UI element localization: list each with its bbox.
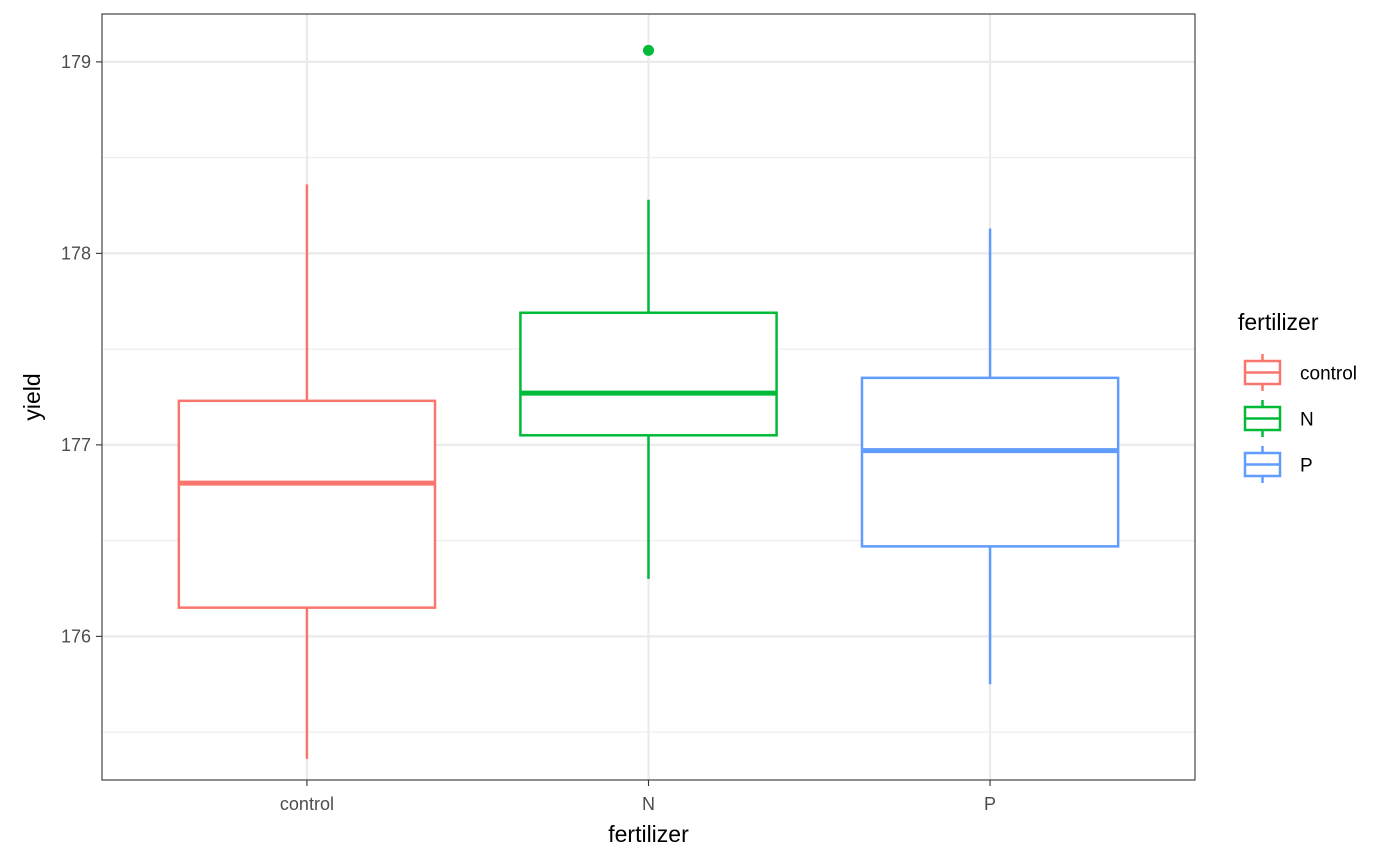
y-tick-label: 177 xyxy=(61,435,91,455)
legend-label: P xyxy=(1300,456,1313,477)
box-N xyxy=(519,44,778,579)
x-tick-label: P xyxy=(984,794,996,814)
box-iqr xyxy=(177,399,437,609)
box-layer xyxy=(177,44,1120,759)
y-tick-label: 178 xyxy=(61,243,91,263)
legend-item-control: control xyxy=(1243,354,1357,391)
x-tick-label: N xyxy=(642,794,655,814)
x-tick-label: control xyxy=(280,794,334,814)
box-iqr xyxy=(519,311,778,437)
legend-item-P: P xyxy=(1243,446,1313,483)
legend-title: fertilizer xyxy=(1238,309,1319,335)
box-P xyxy=(860,228,1120,685)
x-axis-title: fertilizer xyxy=(608,821,689,847)
y-axis-title: yield xyxy=(19,373,45,420)
legend-label: N xyxy=(1300,410,1314,431)
y-tick-label: 179 xyxy=(61,52,91,72)
legend: fertilizer control N P xyxy=(1238,309,1357,483)
legend-label: control xyxy=(1300,364,1357,385)
outlier-point xyxy=(643,44,654,56)
legend-item-N: N xyxy=(1243,400,1314,437)
box-iqr xyxy=(860,376,1120,548)
axis-layer: 176 177 178 179 control N P xyxy=(61,52,996,814)
box-control xyxy=(177,184,437,759)
y-tick-label: 176 xyxy=(61,626,91,646)
